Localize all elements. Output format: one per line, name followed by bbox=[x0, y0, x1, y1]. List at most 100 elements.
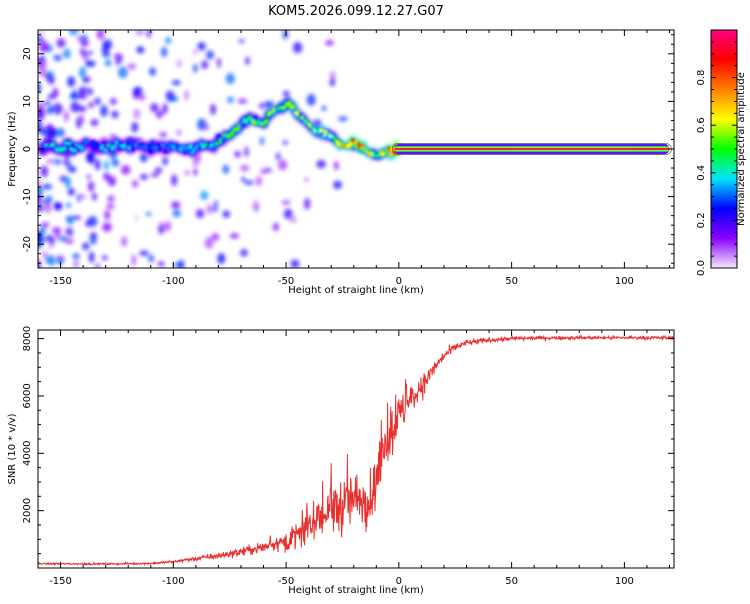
colorbar-tick-label: 0.6 bbox=[696, 117, 707, 133]
spectrogram-noise-blob bbox=[48, 105, 55, 112]
spectrogram-noise-blob bbox=[306, 94, 316, 106]
spectrogram-noise-blob bbox=[96, 30, 105, 40]
spectrogram-noise-blob bbox=[244, 146, 249, 158]
spectrogram-noise-blob bbox=[57, 127, 65, 138]
spectrogram-ridge-cell bbox=[220, 139, 226, 143]
spectrogram-noise-blob bbox=[47, 93, 57, 100]
spectrogram-noise-blob bbox=[38, 120, 43, 125]
spectrogram-noise-blob bbox=[63, 48, 71, 59]
spectrogram-noise-blob bbox=[321, 105, 327, 111]
spectrogram-ridge-cell bbox=[80, 145, 85, 152]
spectrogram-ridge-cell bbox=[310, 126, 316, 130]
spectrogram-noise-blob bbox=[197, 118, 207, 131]
spectrogram-noise-blob bbox=[158, 225, 165, 235]
spectrogram-noise-blob bbox=[64, 110, 69, 123]
spectrogram-noise-blob bbox=[258, 102, 265, 109]
spectrogram-noise-blob bbox=[303, 197, 311, 210]
spectrogram-ridge-cell bbox=[43, 142, 49, 148]
spectrogram-noise-blob bbox=[138, 93, 146, 101]
spectrogram-noise-blob bbox=[283, 208, 293, 220]
spectrogram-ridge-cell bbox=[388, 152, 393, 157]
spectrogram-noise-blob bbox=[162, 103, 168, 115]
colorbar-tick-label: 0.0 bbox=[696, 260, 707, 276]
spectrogram-ridge-cell bbox=[247, 115, 253, 119]
spectrogram-noise-blob bbox=[38, 82, 41, 92]
spectrogram-ridge-cell bbox=[72, 147, 78, 153]
spectrogram-noise-blob bbox=[276, 152, 281, 161]
spectrogram-noise-blob bbox=[162, 157, 169, 166]
spectrogram-noise-blob bbox=[227, 96, 235, 103]
spectrogram-ridge-cell bbox=[191, 147, 197, 152]
spectrogram-noise-blob bbox=[237, 98, 248, 104]
spectrogram-noise-blob bbox=[85, 153, 94, 163]
spectrogram-noise-blob bbox=[206, 203, 213, 215]
spectrogram-noise-blob bbox=[56, 38, 66, 48]
snr-y-axis: 2000 4000 6000 8000 bbox=[22, 326, 674, 569]
spectrogram-noise-blob bbox=[263, 100, 274, 109]
spectrogram-ridge-cell bbox=[359, 146, 365, 152]
spectrogram-noise-blob bbox=[118, 66, 128, 79]
spectrogram-noise-blob bbox=[103, 210, 111, 220]
spectrogram-noise-blob bbox=[255, 176, 263, 186]
spectrogram-noise-blob bbox=[333, 160, 339, 171]
spectrogram-noise-blob bbox=[38, 230, 42, 242]
spectrogram-ridge-cell bbox=[148, 148, 153, 154]
spectrogram-noise-blob bbox=[282, 30, 289, 40]
snr-panel: -150 -100 -50 0 50 100 2000 4000 6000 8000 Heigh… bbox=[7, 326, 675, 596]
spectrogram-noise-blob bbox=[68, 227, 74, 237]
spectrogram-x-label: Height of straight line (km) bbox=[288, 285, 424, 296]
spectrogram-noise-blob bbox=[71, 215, 82, 220]
spectrogram-x-axis: -150 -100 -50 0 50 100 bbox=[37, 30, 670, 287]
spectrogram-noise-blob bbox=[289, 216, 297, 223]
spectrogram-noise-blob bbox=[70, 101, 80, 113]
spectrogram-noise-blob bbox=[56, 256, 65, 265]
colorbar-gradient bbox=[711, 30, 737, 268]
spectrogram-noise-blob bbox=[86, 174, 92, 180]
spectrogram-noise-blob bbox=[88, 101, 94, 109]
spectrogram-noise-blob bbox=[50, 126, 55, 139]
spectrogram-ridge-cell bbox=[96, 144, 101, 149]
spectrogram-noise-blob bbox=[38, 35, 44, 44]
spectrogram-y-tick-label: -10 bbox=[22, 188, 33, 204]
spectrogram-noise-blob bbox=[100, 105, 108, 117]
spectrogram-noise-blob bbox=[282, 140, 289, 145]
spectrogram-x-tick-label: 0 bbox=[396, 276, 402, 287]
snr-x-tick-label: 100 bbox=[615, 576, 634, 587]
spectrogram-noise-blob bbox=[184, 89, 189, 101]
spectrogram-noise-blob bbox=[40, 165, 49, 178]
spectrogram-noise-blob bbox=[165, 36, 172, 44]
spectrogram-noise-blob bbox=[94, 159, 101, 171]
spectrogram-noise-blob bbox=[82, 242, 90, 251]
spectrogram-ridge-cell bbox=[188, 143, 193, 150]
spectrogram-ridge-cell bbox=[282, 105, 287, 109]
spectrogram-ridge-cell bbox=[361, 144, 366, 148]
spectrogram-noise-blob bbox=[272, 222, 280, 231]
spectrogram-noise-blob bbox=[150, 172, 159, 178]
spectrogram-noise-blob bbox=[80, 39, 89, 47]
spectrogram-ridge-cell bbox=[186, 148, 191, 154]
spectrogram-noise-blob bbox=[134, 215, 139, 221]
spectrogram-noise-blob bbox=[238, 39, 245, 44]
spectrogram-noise-blob bbox=[38, 111, 44, 117]
spectrogram-ridge-cell bbox=[215, 141, 220, 146]
spectrogram-noise-blob bbox=[216, 57, 221, 68]
spectrogram-noise-blob bbox=[68, 30, 79, 36]
spectrogram-noise-blob bbox=[87, 87, 93, 96]
spectrogram-ridge-cell bbox=[238, 124, 244, 128]
spectrogram-noise-blob bbox=[115, 160, 120, 167]
spectrogram-ridge-cell bbox=[253, 116, 258, 120]
spectrogram-noise-blob bbox=[229, 233, 240, 239]
spectrogram-noise-blob bbox=[76, 35, 84, 42]
spectrogram-noise-blob bbox=[170, 174, 178, 187]
spectrogram-noise-blob bbox=[79, 114, 85, 124]
snr-y-tick-label: 4000 bbox=[22, 441, 33, 466]
spectrogram-ridge-cell bbox=[130, 145, 135, 152]
spectrogram-noise-blob bbox=[95, 263, 100, 268]
spectrogram-y-tick-label: 0 bbox=[22, 146, 33, 152]
spectrogram-noise-blob bbox=[102, 222, 112, 233]
spectrogram-noise-blob bbox=[177, 259, 185, 268]
spectrogram-ridge-cell bbox=[352, 144, 357, 149]
spectrogram-noise-blob bbox=[111, 110, 119, 119]
spectrogram-ridge-cell bbox=[211, 145, 217, 151]
spectrogram-ridge-cell bbox=[199, 141, 204, 146]
